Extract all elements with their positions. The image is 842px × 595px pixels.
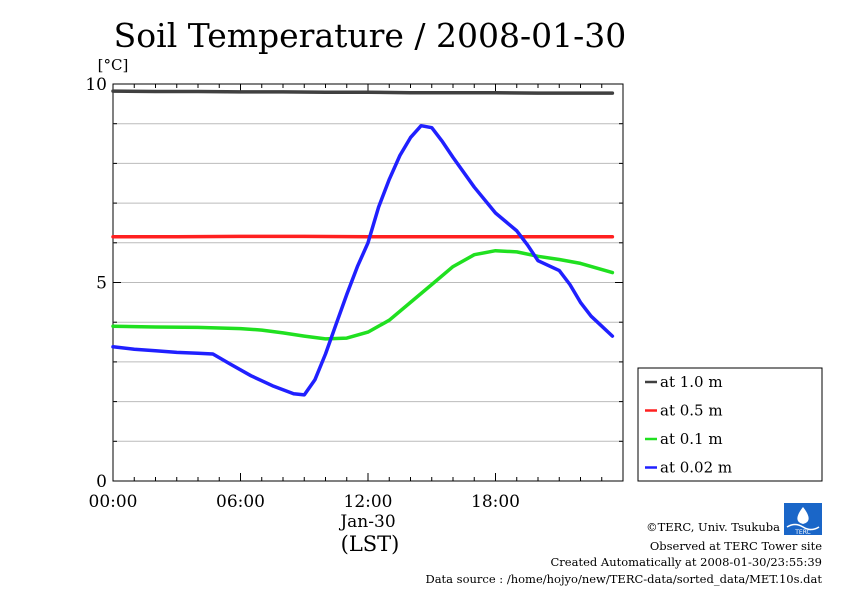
site-text: Observed at TERC Tower site	[650, 539, 822, 553]
x-tick-label: 06:00	[216, 492, 265, 512]
legend-label: at 0.1 m	[660, 430, 723, 448]
series-layer	[111, 89, 615, 397]
x-tick-label: 18:00	[471, 492, 520, 512]
x-tick-label: 00:00	[89, 492, 138, 512]
created-text: Created Automatically at 2008-01-30/23:5…	[551, 555, 823, 569]
series-line	[111, 89, 615, 95]
grid-lines	[113, 123, 623, 442]
y-tick-label: 10	[85, 75, 107, 95]
legend: at 1.0 m at 0.5 m at 0.1 m at 0.02 m	[645, 373, 732, 477]
x-axis-date-label: Jan-30	[338, 512, 395, 532]
x-tick-label: 12:00	[344, 492, 393, 512]
axis-ticks: 0 5 10 00:00 06:00 12:00 18:00	[85, 75, 624, 512]
copyright-text: ©TERC, Univ. Tsukuba	[646, 520, 780, 534]
y-tick-label: 5	[96, 274, 107, 294]
legend-label: at 1.0 m	[660, 373, 723, 391]
x-axis-label: (LST)	[341, 532, 400, 556]
source-text: Data source : /home/hojyo/new/TERC-data/…	[425, 572, 822, 586]
legend-label: at 0.5 m	[660, 402, 723, 420]
series-line	[111, 248, 615, 341]
chart-title: Soil Temperature / 2008-01-30	[114, 16, 627, 55]
y-axis-unit-label: [°C]	[98, 56, 129, 74]
legend-box	[637, 367, 823, 482]
terc-logo-text: TERC	[794, 529, 811, 536]
legend-label: at 0.02 m	[660, 459, 732, 477]
y-tick-label: 0	[96, 472, 107, 492]
series-line	[111, 123, 615, 397]
terc-logo: TERC	[784, 503, 822, 536]
